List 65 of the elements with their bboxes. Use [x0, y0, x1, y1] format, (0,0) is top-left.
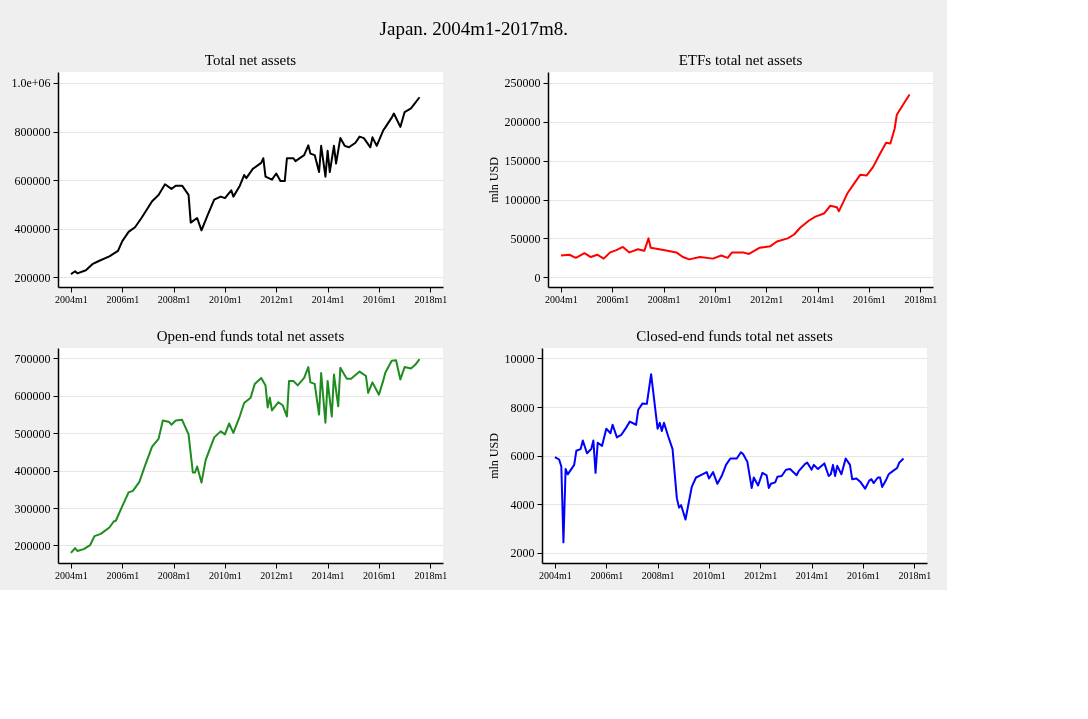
y-tick-label: 150000 [504, 154, 541, 169]
y-tick-label: 2000 [510, 546, 535, 561]
x-tick-label: 2006m1 [106, 293, 140, 305]
y-tick-label: 200000 [14, 538, 51, 553]
chart-title: Closed-end funds total net assets [636, 328, 833, 344]
x-tick-label: 2014m1 [311, 293, 345, 305]
x-tick-label: 2014m1 [801, 293, 835, 305]
x-tick-label: 2006m1 [596, 293, 630, 305]
y-tick-label: 300000 [14, 501, 51, 516]
x-tick-label: 2014m1 [795, 569, 829, 581]
x-tick-label: 2008m1 [641, 569, 675, 581]
y-tick-label: 4000 [510, 497, 535, 512]
y-tick-label: 400000 [14, 464, 51, 479]
x-tick-label: 2006m1 [106, 569, 140, 581]
y-tick-label: 100000 [504, 193, 541, 208]
y-tick-label: 200000 [14, 270, 51, 285]
x-tick-label: 2004m1 [539, 569, 572, 581]
y-tick-label: 200000 [504, 115, 541, 130]
y-tick-label: 8000 [510, 400, 535, 415]
y-tick-label: 1.0e+06 [11, 76, 51, 91]
x-tick-label: 2010m1 [209, 293, 242, 305]
x-tick-label: 2018m1 [414, 293, 448, 305]
x-tick-label: 2004m1 [55, 569, 88, 581]
y-tick-label: 10000 [504, 351, 535, 366]
x-tick-label: 2004m1 [55, 293, 88, 305]
y-axis-title: mln USD [486, 156, 501, 203]
x-tick-label: 2012m1 [260, 569, 294, 581]
x-tick-label: 2016m1 [363, 293, 396, 305]
x-tick-label: 2016m1 [847, 569, 880, 581]
y-tick-label: 400000 [14, 222, 51, 237]
x-tick-label: 2018m1 [904, 293, 938, 305]
x-tick-label: 2018m1 [414, 569, 448, 581]
x-tick-label: 2010m1 [699, 293, 732, 305]
x-tick-label: 2008m1 [157, 569, 191, 581]
x-tick-label: 2004m1 [545, 293, 578, 305]
chart-title: Total net assets [204, 52, 297, 68]
x-tick-label: 2012m1 [750, 293, 784, 305]
x-tick-label: 2006m1 [590, 569, 624, 581]
x-tick-label: 2010m1 [693, 569, 726, 581]
line-series [69, 358, 421, 554]
y-tick-label: 600000 [14, 389, 51, 404]
x-tick-label: 2012m1 [744, 569, 778, 581]
chart-title: ETFs total net assets [678, 52, 803, 68]
x-tick-label: 2012m1 [260, 293, 294, 305]
y-tick-label: 0 [534, 270, 541, 285]
x-tick-label: 2008m1 [647, 293, 681, 305]
y-tick-label: 250000 [504, 76, 541, 91]
y-tick-label: 700000 [14, 351, 51, 366]
y-tick-label: 800000 [14, 125, 51, 140]
x-tick-label: 2016m1 [853, 293, 886, 305]
line-series [559, 93, 911, 261]
x-tick-label: 2010m1 [209, 569, 242, 581]
x-tick-label: 2016m1 [363, 569, 396, 581]
y-tick-label: 50000 [510, 231, 541, 246]
text: Japan. 2004m1-2017m8. [379, 18, 568, 39]
chart-title: Open-end funds total net assets [156, 328, 345, 344]
y-tick-label: 600000 [14, 173, 51, 188]
y-tick-label: 500000 [14, 426, 51, 441]
line-series [69, 96, 421, 276]
x-tick-label: 2008m1 [157, 293, 191, 305]
x-tick-label: 2018m1 [898, 569, 932, 581]
line-series [553, 373, 905, 544]
x-tick-label: 2014m1 [311, 569, 345, 581]
y-tick-label: 6000 [510, 449, 535, 464]
y-axis-title: mln USD [486, 432, 501, 479]
